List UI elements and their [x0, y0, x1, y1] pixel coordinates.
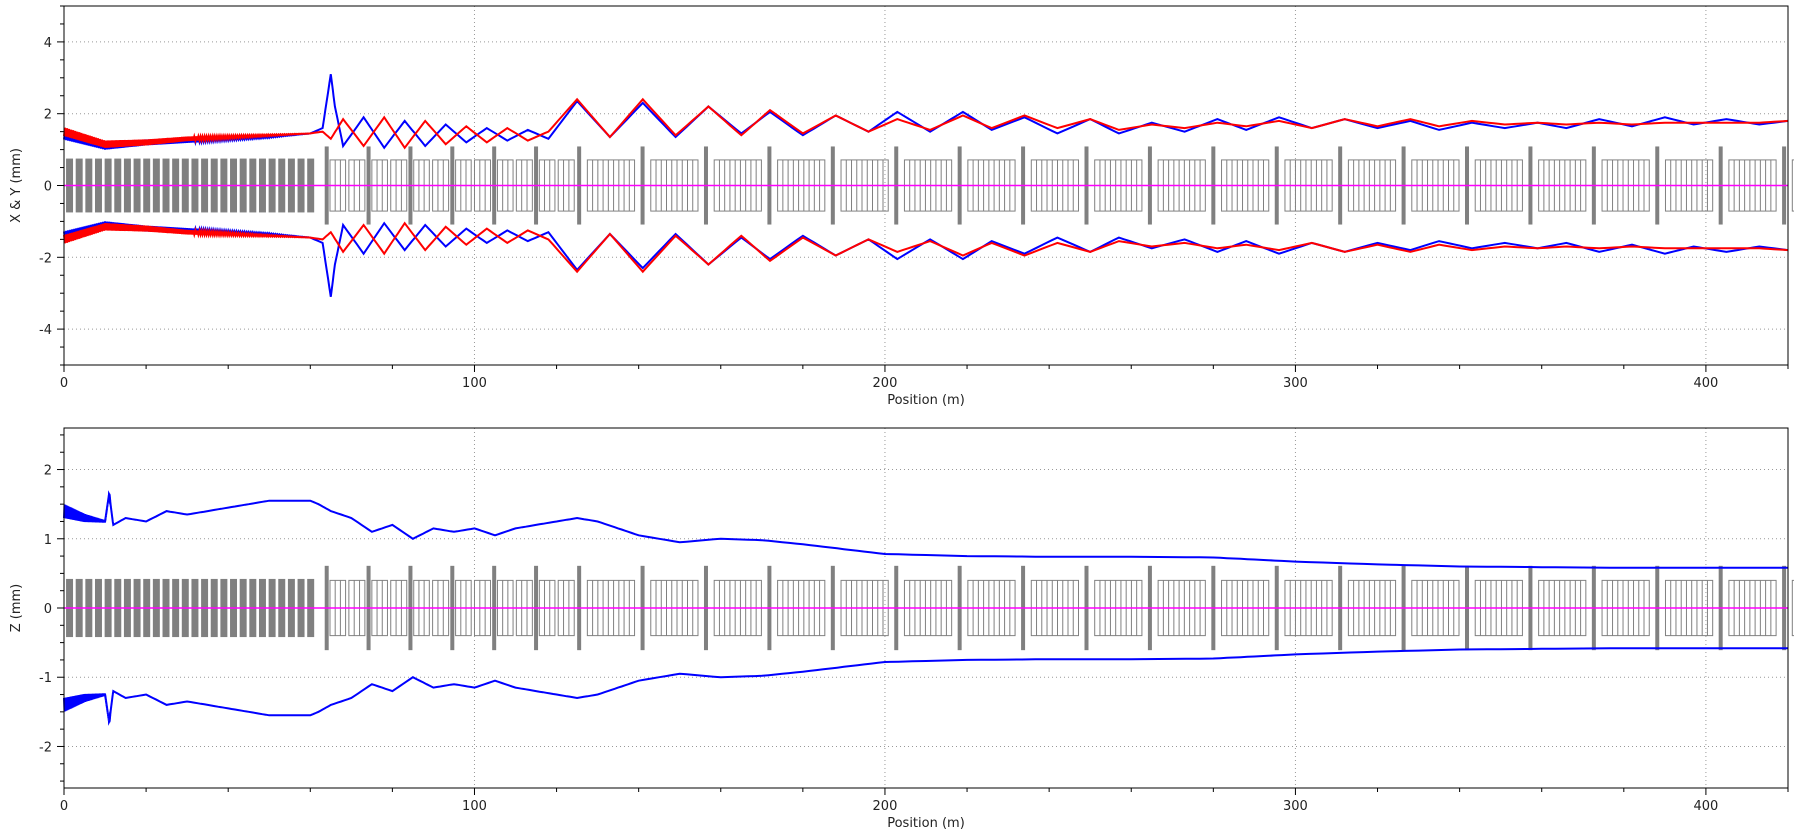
- x-axis: 0 100 200 300 400 Position (m): [60, 788, 1789, 831]
- series-y: [63, 97, 1789, 274]
- panel-transverse: 0 100 200 300 400 Position (m) -4 -2 0 2 4 X & Y (m…: [9, 5, 1794, 408]
- x-axis: 0 100 200 300 400 Position (m): [60, 365, 1789, 408]
- x-tick-label: 300: [1283, 376, 1308, 391]
- lattice-cavity: [1791, 579, 1794, 637]
- x-tick-label: 0: [60, 799, 68, 814]
- envelope-y-upper: [63, 97, 1789, 150]
- x-tick-label: 300: [1283, 799, 1308, 814]
- panel-longitudinal: 0 100 200 300 400 Position (m) -2 -1 0 1 2 Z (mm): [9, 427, 1794, 831]
- envelope-y-lower: [63, 221, 1789, 274]
- envelope-z-upper: [63, 490, 1788, 569]
- y-tick-label: -1: [39, 671, 52, 686]
- y-tick-label: 4: [44, 36, 52, 51]
- x-tick-label: 400: [1693, 799, 1718, 814]
- x-tick-label: 400: [1693, 376, 1718, 391]
- x-tick-label: 100: [462, 376, 487, 391]
- y-axis: -4 -2 0 2 4 X & Y (mm): [9, 5, 64, 366]
- y-tick-label: 0: [44, 180, 52, 195]
- y-tick-label: 1: [44, 533, 52, 548]
- y-tick-label: -4: [39, 323, 52, 338]
- y-tick-label: -2: [39, 251, 52, 266]
- y-tick-label: 2: [44, 464, 52, 479]
- x-axis-label: Position (m): [887, 393, 965, 408]
- lattice-cavity: [1791, 159, 1794, 212]
- y-axis: -2 -1 0 1 2 Z (mm): [9, 434, 64, 782]
- x-axis-label: Position (m): [887, 816, 965, 831]
- envelope-z-lower: [63, 647, 1788, 726]
- envelope-x-lower: [63, 221, 1789, 297]
- x-tick-label: 200: [873, 799, 898, 814]
- envelope-x-upper: [63, 74, 1789, 150]
- y-tick-label: 0: [44, 602, 52, 617]
- series-z: [63, 490, 1788, 726]
- y-axis-label: X & Y (mm): [9, 148, 24, 223]
- x-tick-label: 200: [873, 376, 898, 391]
- x-tick-label: 0: [60, 376, 68, 391]
- y-tick-label: 2: [44, 108, 52, 123]
- x-tick-label: 100: [462, 799, 487, 814]
- y-axis-label: Z (mm): [9, 584, 24, 633]
- y-tick-label: -2: [39, 740, 52, 755]
